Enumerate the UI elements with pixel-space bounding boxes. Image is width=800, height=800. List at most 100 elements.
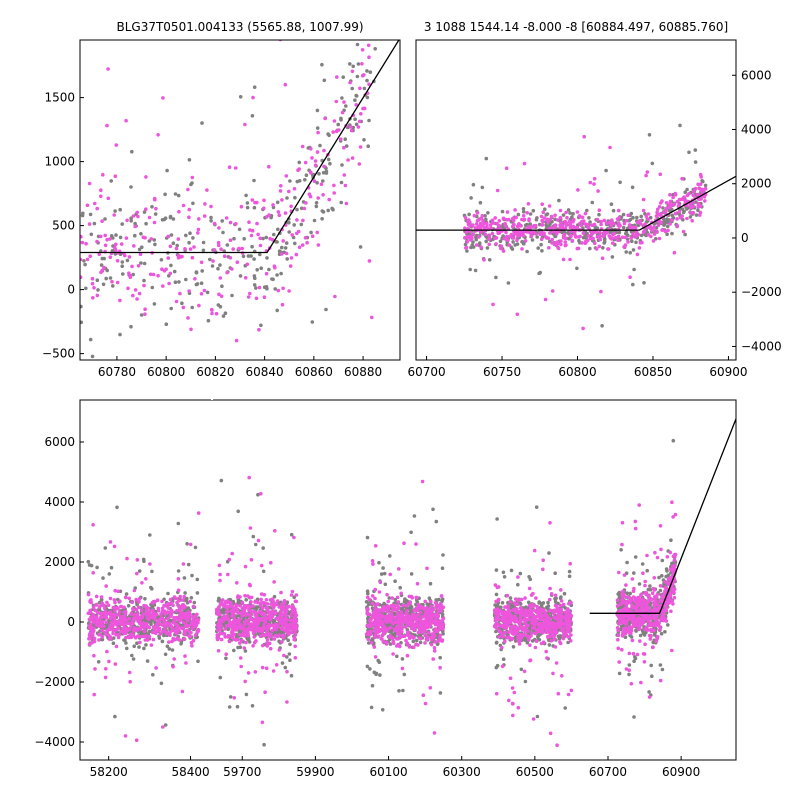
data-point-survey-b — [565, 215, 569, 220]
data-point-survey-a — [581, 235, 586, 240]
data-point-survey-a — [111, 641, 116, 645]
data-point-survey-b — [638, 240, 643, 245]
data-point-survey-a — [431, 507, 435, 512]
data-point-survey-b — [243, 276, 248, 280]
data-point-survey-a — [88, 337, 93, 342]
data-point-survey-b — [284, 174, 289, 178]
data-point-survey-b — [118, 298, 122, 303]
data-point-survey-b — [92, 286, 96, 290]
data-point-survey-b — [274, 663, 279, 667]
data-point-survey-b — [478, 230, 483, 235]
data-point-survey-b — [86, 592, 91, 597]
data-point-survey-b — [342, 100, 346, 104]
data-point-survey-b — [261, 643, 265, 648]
data-point-survey-b — [131, 616, 136, 621]
data-point-survey-b — [103, 675, 108, 680]
data-point-survey-b — [105, 237, 109, 242]
data-point-survey-a — [299, 222, 304, 227]
data-point-survey-b — [520, 247, 524, 251]
data-point-survey-b — [672, 250, 677, 255]
data-point-survey-b — [350, 69, 355, 74]
data-point-survey-a — [237, 227, 242, 232]
data-point-survey-b — [553, 213, 557, 218]
model-curve — [80, 40, 400, 254]
data-point-survey-b — [633, 225, 638, 230]
data-point-survey-b — [273, 611, 278, 616]
data-point-survey-b — [190, 255, 195, 260]
data-point-survey-a — [253, 276, 257, 281]
data-point-survey-a — [95, 278, 100, 283]
data-point-survey-b — [563, 219, 567, 224]
data-point-survey-b — [272, 637, 277, 641]
data-point-survey-a — [221, 230, 225, 235]
data-point-survey-b — [641, 208, 646, 213]
data-point-survey-b — [399, 610, 404, 614]
data-point-survey-a — [506, 281, 511, 285]
data-point-survey-b — [135, 616, 140, 621]
data-point-survey-b — [489, 226, 493, 230]
data-point-survey-b — [238, 595, 242, 599]
data-point-survey-b — [244, 640, 248, 645]
data-point-survey-a — [288, 658, 292, 662]
data-point-survey-b — [139, 608, 144, 612]
data-point-survey-b — [398, 634, 402, 638]
data-point-survey-b — [104, 667, 108, 671]
data-point-survey-b — [521, 233, 526, 238]
data-point-survey-a — [176, 569, 181, 573]
data-point-survey-b — [212, 248, 217, 252]
data-point-survey-b — [482, 258, 486, 262]
data-point-survey-b — [413, 617, 418, 621]
data-point-survey-a — [378, 673, 382, 677]
data-point-survey-b — [540, 202, 544, 206]
data-point-survey-b — [525, 211, 529, 215]
data-point-survey-b — [300, 243, 305, 247]
data-point-survey-a — [553, 571, 557, 575]
data-point-survey-b — [495, 221, 499, 226]
data-point-survey-b — [265, 637, 270, 642]
data-point-survey-a — [243, 649, 248, 653]
data-point-survey-b — [143, 312, 147, 317]
data-point-survey-b — [183, 247, 187, 251]
data-point-survey-a — [310, 320, 315, 324]
data-point-survey-b — [115, 259, 120, 263]
data-point-survey-b — [85, 203, 90, 208]
data-point-survey-b — [331, 130, 336, 134]
data-point-survey-b — [113, 174, 118, 178]
data-point-survey-b — [371, 622, 375, 627]
data-point-survey-b — [192, 621, 197, 626]
data-point-survey-b — [391, 641, 396, 646]
data-point-survey-a — [355, 42, 360, 47]
data-point-survey-b — [262, 206, 266, 211]
data-point-survey-a — [328, 161, 332, 166]
data-point-survey-b — [80, 234, 83, 239]
top-left-frame — [79, 39, 401, 361]
data-point-survey-b — [164, 267, 168, 272]
data-point-survey-a — [219, 478, 224, 483]
data-point-survey-a — [249, 254, 253, 258]
data-point-survey-b — [138, 640, 142, 645]
data-point-survey-a — [618, 180, 622, 185]
data-point-survey-b — [148, 562, 152, 566]
data-point-survey-b — [561, 257, 566, 262]
y-tick-label: 4000 — [741, 122, 772, 136]
data-point-survey-b — [95, 239, 99, 244]
data-point-survey-b — [404, 604, 409, 608]
data-point-survey-b — [143, 634, 148, 638]
data-point-survey-b — [464, 230, 469, 235]
data-point-survey-b — [217, 292, 221, 297]
data-point-survey-a — [238, 274, 243, 278]
data-point-survey-a — [152, 238, 157, 242]
data-point-survey-a — [408, 607, 413, 612]
data-point-survey-b — [539, 214, 544, 219]
data-point-survey-b — [227, 639, 232, 644]
data-point-survey-b — [121, 627, 125, 631]
data-point-survey-b — [166, 617, 170, 621]
data-point-survey-b — [227, 165, 232, 169]
data-point-survey-b — [696, 205, 701, 209]
data-point-survey-a — [688, 215, 693, 219]
data-point-survey-b — [662, 210, 666, 215]
data-point-survey-b — [228, 255, 233, 260]
data-point-survey-b — [424, 606, 429, 610]
data-point-survey-a — [317, 172, 321, 176]
data-point-survey-a — [250, 114, 255, 118]
